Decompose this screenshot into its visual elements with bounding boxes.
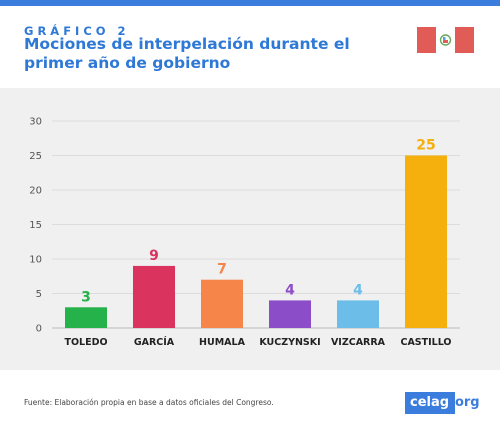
x-tick-label: VIZCARRA <box>331 337 386 348</box>
bar-castillo <box>405 155 447 328</box>
bar-chart: 0 5 10 15 20 25 30 3 TOLEDO 9 GARCÍA 7 HUMALA 4 KUCZYN… <box>29 117 460 348</box>
header <box>0 6 500 88</box>
y-tick-label: 0 <box>36 324 42 335</box>
bar-kuczynski <box>269 300 311 328</box>
logo-box <box>405 392 455 414</box>
data-label: 3 <box>81 289 91 305</box>
top-accent-bar <box>0 0 500 6</box>
celag-logo[interactable]: celag .org <box>405 392 480 414</box>
source-note: Fuente: Elaboración propia en base a dat… <box>24 398 274 407</box>
bar-garcía <box>133 265 175 328</box>
x-tick-label: TOLEDO <box>64 337 107 348</box>
y-tick-label: 15 <box>29 220 42 231</box>
y-tick-label: 30 <box>29 117 42 128</box>
chart-title: Mociones de interpelación durante el pri… <box>24 35 350 72</box>
peru-flag-icon <box>417 27 474 53</box>
logo-tld: .org <box>450 395 480 410</box>
bar-vizcarra <box>337 300 379 328</box>
y-tick-label: 10 <box>29 255 42 266</box>
x-tick-label: GARCÍA <box>134 336 175 348</box>
x-tick-label: CASTILLO <box>400 337 451 348</box>
y-tick-label: 25 <box>29 151 42 162</box>
logo-text: celag <box>410 395 450 410</box>
data-label: 9 <box>149 248 159 264</box>
chart-kicker: GRÁFICO 2 <box>24 24 130 38</box>
data-label: 4 <box>353 282 363 298</box>
chart-area: 0 5 10 15 20 25 30 3 TOLEDO 9 GARCÍA 7 HUMALA 4 KUCZYN… <box>0 88 500 370</box>
y-tick-label: 20 <box>29 186 42 197</box>
data-label: 4 <box>285 282 295 298</box>
x-tick-label: HUMALA <box>199 337 246 348</box>
x-tick-label: KUCZYNSKI <box>259 337 320 348</box>
bar-toledo <box>65 307 107 328</box>
data-label: 7 <box>217 262 227 278</box>
y-tick-label: 5 <box>36 289 42 300</box>
data-label: 25 <box>416 138 435 154</box>
bar-humala <box>201 279 243 328</box>
